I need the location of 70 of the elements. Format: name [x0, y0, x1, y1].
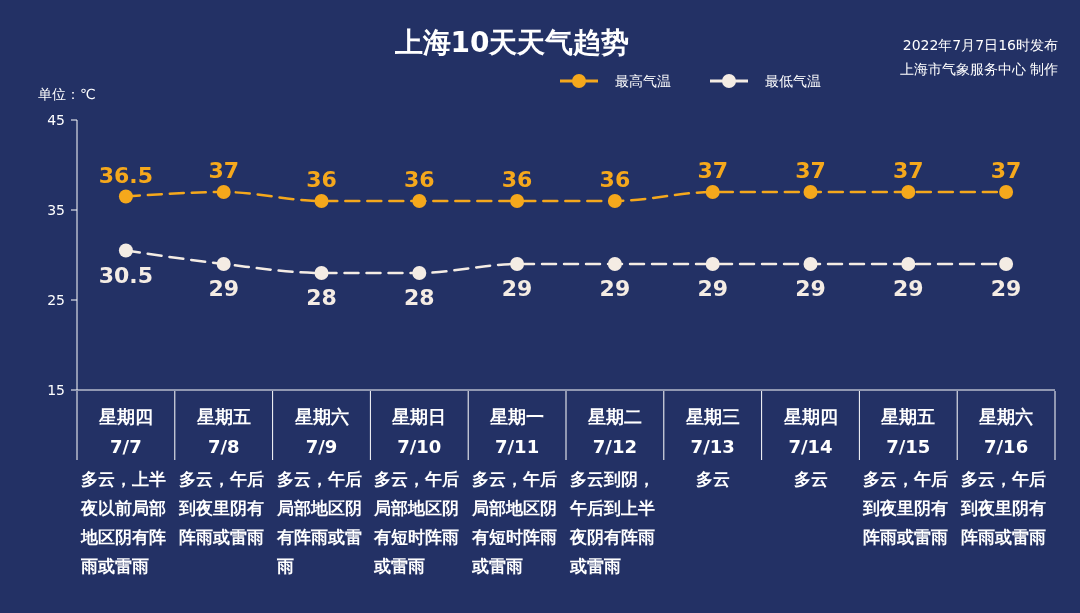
legend-label: 最低气温 — [765, 73, 821, 89]
legend-label: 最高气温 — [615, 73, 671, 89]
data-label: 29 — [208, 276, 240, 301]
text: 多云，午后到夜里阴有阵雨或雷雨 — [960, 469, 1047, 547]
data-label: 37 — [892, 158, 924, 183]
x-tick-label: 星期三 7/13 — [684, 406, 740, 457]
point — [314, 194, 329, 208]
text: 多云到阴，午后到上半夜阴有阵雨或雷雨 — [569, 469, 655, 576]
data-label: 37 — [697, 158, 729, 183]
x-tick-label: 星期四 7/14 — [782, 406, 838, 457]
point — [901, 185, 916, 199]
data-label: 36 — [306, 167, 337, 192]
data-label: 37 — [208, 158, 240, 183]
point — [705, 185, 720, 199]
data-label: 36.5 — [98, 162, 154, 188]
x-tick-label: 星期二 7/12 — [586, 406, 642, 457]
text: 上海市气象服务中心 制作 — [899, 61, 1058, 77]
y-tick-label: 45 — [47, 111, 65, 128]
data-label: 37 — [795, 158, 826, 183]
point — [999, 257, 1014, 271]
data-label: 30.5 — [98, 262, 154, 288]
data-label: 29 — [697, 276, 729, 301]
x-tick-label: 星期六 7/9 — [293, 406, 349, 457]
point — [510, 257, 525, 271]
point — [118, 243, 133, 258]
point — [412, 266, 427, 280]
y-tick-label: 25 — [47, 291, 65, 308]
data-label: 28 — [306, 285, 337, 310]
x-tick-label: 星期六 7/16 — [978, 406, 1034, 457]
data-label: 36 — [501, 167, 533, 192]
point — [999, 185, 1014, 199]
text: 多云，午后局部地区阴有短时阵雨或雷雨 — [373, 469, 460, 576]
text: 多云，上半夜以前局部地区阴有阵雨或雷雨 — [80, 469, 166, 576]
data-label: 29 — [501, 276, 533, 301]
point — [118, 189, 133, 204]
data-label: 37 — [990, 158, 1022, 183]
x-tick-label: 星期一 7/11 — [489, 406, 545, 457]
y-tick-label: 35 — [47, 201, 65, 218]
text: 多云 — [695, 469, 730, 489]
point — [607, 194, 622, 208]
text: 多云，午后局部地区阴有短时阵雨或雷雨 — [471, 469, 558, 576]
data-label: 28 — [403, 285, 435, 310]
point — [607, 257, 622, 271]
point — [901, 257, 916, 271]
point — [216, 257, 231, 271]
text: 多云 — [793, 469, 828, 489]
text: 2022年7月7日16时发布 — [902, 37, 1058, 53]
y-tick-label: 15 — [47, 381, 65, 398]
data-label: 36 — [599, 167, 631, 192]
data-label: 29 — [795, 276, 826, 301]
chart-title: 上海10天天气趋势 — [393, 26, 630, 59]
point — [803, 185, 818, 199]
point — [705, 257, 720, 271]
y-axis-title: 单位：℃ — [38, 86, 96, 102]
data-label: 29 — [892, 276, 924, 301]
x-tick-label: 星期五 7/15 — [880, 406, 936, 457]
text: 多云，午后到夜里阴有阵雨或雷雨 — [862, 469, 949, 547]
point — [510, 194, 525, 208]
text: 多云，午后局部地区阴有阵雨或雷雨 — [275, 469, 362, 576]
data-label: 36 — [403, 167, 435, 192]
data-label: 29 — [990, 276, 1022, 301]
text: 多云，午后到夜里阴有阵雨或雷雨 — [177, 469, 264, 547]
point — [803, 257, 818, 271]
point — [216, 185, 231, 199]
point — [314, 266, 329, 280]
x-tick-label: 星期四 7/7 — [97, 406, 153, 457]
x-tick-label: 星期五 7/8 — [195, 406, 251, 457]
data-label: 29 — [599, 276, 631, 301]
x-tick-label: 星期日 7/10 — [391, 406, 447, 457]
point — [412, 194, 427, 208]
